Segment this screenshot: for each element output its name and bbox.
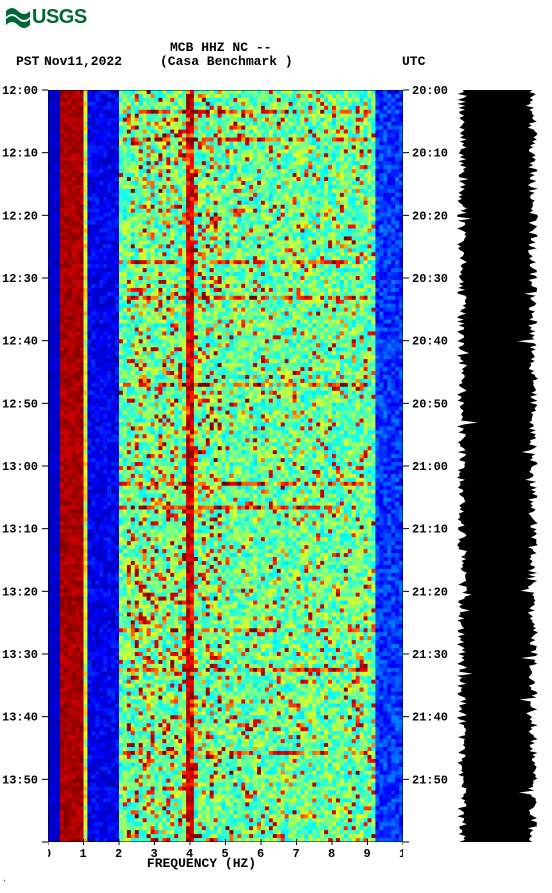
x-axis-label: FREQUENCY (HZ) [0,856,403,871]
usgs-logo-text: USGS [32,6,87,29]
spectrogram [48,90,403,842]
usgs-logo: USGS [6,6,87,29]
date-label: Nov11,2022 [44,54,122,69]
station-code: MCB HHZ NC -- [170,40,271,55]
y-axis-right: 20:0020:1020:2020:3020:4020:5021:0021:10… [398,86,453,846]
tz-left-label: PST [16,54,39,69]
waveform [455,90,540,842]
tz-right-label: UTC [402,54,425,69]
plot-area: 12:0012:1012:2012:3012:4012:5013:0013:10… [0,86,552,874]
footer-mark: ` [2,880,7,890]
usgs-wave-icon [6,7,30,29]
y-axis-left: 12:0012:1012:2012:3012:4012:5013:0013:10… [0,86,55,846]
station-name: (Casa Benchmark ) [160,54,293,69]
